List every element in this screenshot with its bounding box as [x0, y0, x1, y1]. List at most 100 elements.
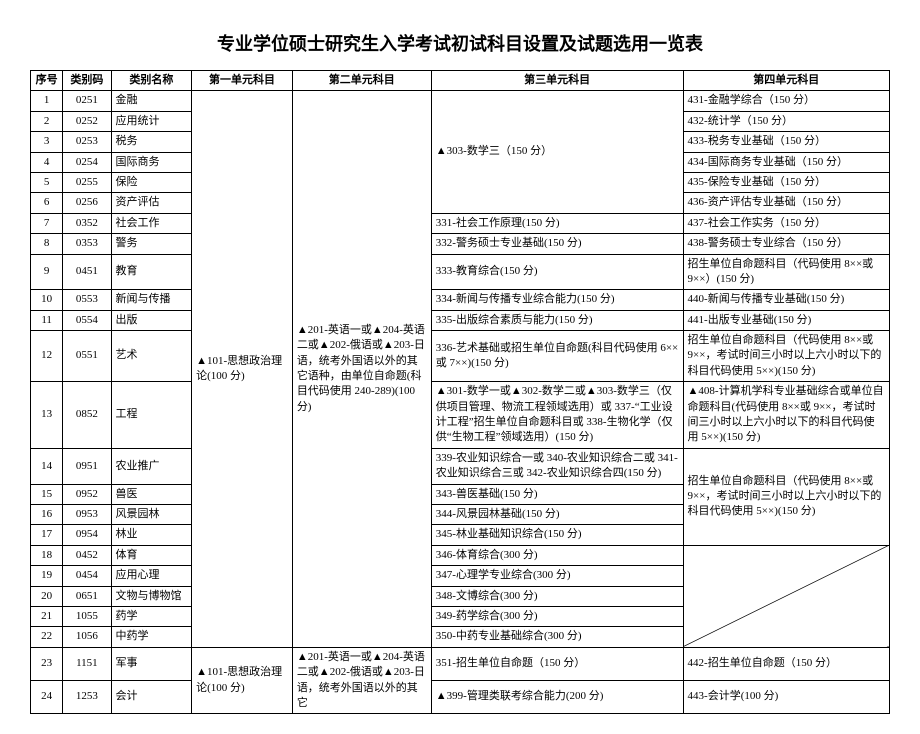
cell-unit4: 433-税务专业基础（150 分）: [683, 132, 889, 152]
cell-num: 2: [31, 111, 63, 131]
cell-unit3: 349-药学综合(300 分): [431, 606, 683, 626]
cell-code: 0651: [63, 586, 111, 606]
table-row: 9 0451 教育 333-教育综合(150 分) 招生单位自命题科目（代码使用…: [31, 254, 890, 290]
cell-name: 金融: [111, 91, 192, 111]
table-row: 23 1151 军事 ▲101-思想政治理论(100 分) ▲201-英语一或▲…: [31, 647, 890, 680]
cell-num: 4: [31, 152, 63, 172]
cell-name: 社会工作: [111, 213, 192, 233]
col-unit3: 第三单元科目: [431, 71, 683, 91]
table-row: 14 0951 农业推广 339-农业知识综合一或 340-农业知识综合二或 3…: [31, 448, 890, 484]
cell-name: 中药学: [111, 627, 192, 647]
cell-code: 0452: [63, 545, 111, 565]
cell-name: 应用心理: [111, 566, 192, 586]
cell-num: 16: [31, 504, 63, 524]
cell-code: 0251: [63, 91, 111, 111]
cell-name: 出版: [111, 310, 192, 330]
cell-code: 1253: [63, 681, 111, 714]
cell-name: 体育: [111, 545, 192, 565]
cell-name: 林业: [111, 525, 192, 545]
cell-num: 13: [31, 382, 63, 449]
table-row: 13 0852 工程 ▲301-数学一或▲302-数学二或▲303-数学三（仅供…: [31, 382, 890, 449]
cell-name: 风景园林: [111, 504, 192, 524]
cell-code: 0554: [63, 310, 111, 330]
cell-code: 0255: [63, 172, 111, 192]
cell-name: 新闻与传播: [111, 290, 192, 310]
cell-unit3: 348-文博综合(300 分): [431, 586, 683, 606]
col-name: 类别名称: [111, 71, 192, 91]
col-code: 类别码: [63, 71, 111, 91]
cell-unit4: 招生单位自命题科目（代码使用 8××或 9××）(150 分): [683, 254, 889, 290]
cell-unit4: 438-警务硕士专业综合（150 分）: [683, 234, 889, 254]
cell-code: 0954: [63, 525, 111, 545]
cell-code: 0252: [63, 111, 111, 131]
cell-num: 22: [31, 627, 63, 647]
cell-name: 文物与博物馆: [111, 586, 192, 606]
table-row: 1 0251 金融 ▲101-思想政治理论(100 分) ▲201-英语一或▲2…: [31, 91, 890, 111]
cell-num: 21: [31, 606, 63, 626]
cell-num: 14: [31, 448, 63, 484]
cell-code: 0451: [63, 254, 111, 290]
cell-code: 0553: [63, 290, 111, 310]
cell-unit1: ▲101-思想政治理论(100 分): [192, 647, 293, 714]
cell-name: 会计: [111, 681, 192, 714]
col-unit1: 第一单元科目: [192, 71, 293, 91]
cell-unit4: 441-出版专业基础(150 分): [683, 310, 889, 330]
cell-unit4: 431-金融学综合（150 分）: [683, 91, 889, 111]
cell-unit3: 332-警务硕士专业基础(150 分): [431, 234, 683, 254]
cell-unit3: ▲303-数学三（150 分）: [431, 91, 683, 213]
cell-unit4: 436-资产评估专业基础（150 分）: [683, 193, 889, 213]
cell-code: 0352: [63, 213, 111, 233]
cell-num: 24: [31, 681, 63, 714]
table-row: 7 0352 社会工作 331-社会工作原理(150 分) 437-社会工作实务…: [31, 213, 890, 233]
cell-code: 0353: [63, 234, 111, 254]
cell-unit3: 343-兽医基础(150 分): [431, 484, 683, 504]
table-row: 10 0553 新闻与传播 334-新闻与传播专业综合能力(150 分) 440…: [31, 290, 890, 310]
cell-name: 农业推广: [111, 448, 192, 484]
cell-code: 0454: [63, 566, 111, 586]
cell-unit3: 333-教育综合(150 分): [431, 254, 683, 290]
cell-unit2: ▲201-英语一或▲204-英语二或▲202-俄语或▲203-日语，统考外国语以…: [292, 91, 431, 647]
cell-unit3: 331-社会工作原理(150 分): [431, 213, 683, 233]
cell-unit3: 346-体育综合(300 分): [431, 545, 683, 565]
cell-unit3: 334-新闻与传播专业综合能力(150 分): [431, 290, 683, 310]
cell-unit3: 347-心理学专业综合(300 分): [431, 566, 683, 586]
cell-name: 国际商务: [111, 152, 192, 172]
cell-unit3: 344-风景园林基础(150 分): [431, 504, 683, 524]
cell-name: 艺术: [111, 331, 192, 382]
table-row: 11 0554 出版 335-出版综合素质与能力(150 分) 441-出版专业…: [31, 310, 890, 330]
cell-unit4: ▲408-计算机学科专业基础综合或单位自命题科目(代码使用 8××或 9××，考…: [683, 382, 889, 449]
cell-num: 8: [31, 234, 63, 254]
cell-name: 军事: [111, 647, 192, 680]
cell-num: 19: [31, 566, 63, 586]
cell-unit3: 351-招生单位自命题（150 分）: [431, 647, 683, 680]
table-row: 18 0452 体育 346-体育综合(300 分): [31, 545, 890, 565]
col-unit4: 第四单元科目: [683, 71, 889, 91]
cell-name: 教育: [111, 254, 192, 290]
cell-num: 5: [31, 172, 63, 192]
page-title: 专业学位硕士研究生入学考试初试科目设置及试题选用一览表: [30, 30, 890, 56]
cell-num: 20: [31, 586, 63, 606]
subjects-table: 序号 类别码 类别名称 第一单元科目 第二单元科目 第三单元科目 第四单元科目 …: [30, 70, 890, 714]
cell-code: 0253: [63, 132, 111, 152]
cell-code: 0952: [63, 484, 111, 504]
cell-name: 工程: [111, 382, 192, 449]
cell-num: 6: [31, 193, 63, 213]
cell-unit4: 招生单位自命题科目（代码使用 8××或 9××，考试时间三小时以上六小时以下的科…: [683, 448, 889, 545]
cell-unit4: 440-新闻与传播专业基础(150 分): [683, 290, 889, 310]
cell-code: 0254: [63, 152, 111, 172]
cell-name: 警务: [111, 234, 192, 254]
cell-name: 资产评估: [111, 193, 192, 213]
cell-num: 3: [31, 132, 63, 152]
cell-num: 11: [31, 310, 63, 330]
cell-num: 9: [31, 254, 63, 290]
cell-unit3: ▲301-数学一或▲302-数学二或▲303-数学三（仅供项目管理、物流工程领域…: [431, 382, 683, 449]
cell-name: 税务: [111, 132, 192, 152]
cell-name: 兽医: [111, 484, 192, 504]
cell-num: 12: [31, 331, 63, 382]
cell-num: 18: [31, 545, 63, 565]
cell-unit3: 350-中药专业基础综合(300 分): [431, 627, 683, 647]
cell-unit4: 442-招生单位自命题（150 分）: [683, 647, 889, 680]
cell-unit4: 437-社会工作实务（150 分）: [683, 213, 889, 233]
cell-unit4: 435-保险专业基础（150 分）: [683, 172, 889, 192]
cell-unit4: 招生单位自命题科目（代码使用 8××或 9××，考试时间三小时以上六小时以下的科…: [683, 331, 889, 382]
